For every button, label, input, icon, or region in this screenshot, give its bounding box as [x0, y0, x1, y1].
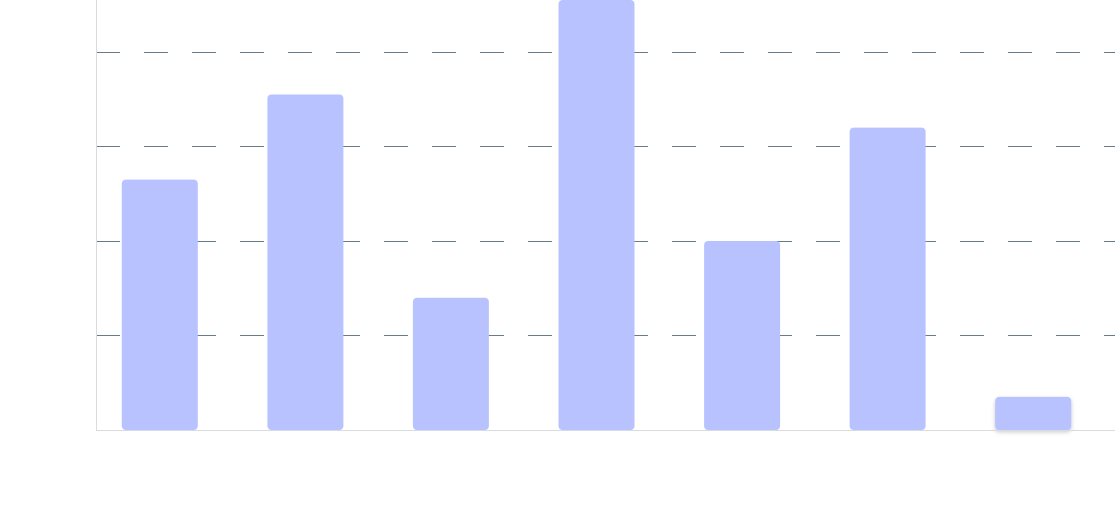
bar-4[interactable]	[559, 0, 635, 430]
bar-3[interactable]	[413, 298, 489, 430]
bar-7[interactable]	[995, 397, 1071, 430]
bar-5[interactable]	[704, 241, 780, 430]
bar-2[interactable]	[267, 95, 343, 431]
bar-6[interactable]	[850, 128, 926, 430]
bar-layer	[122, 0, 1071, 430]
bar-1[interactable]	[122, 180, 198, 430]
